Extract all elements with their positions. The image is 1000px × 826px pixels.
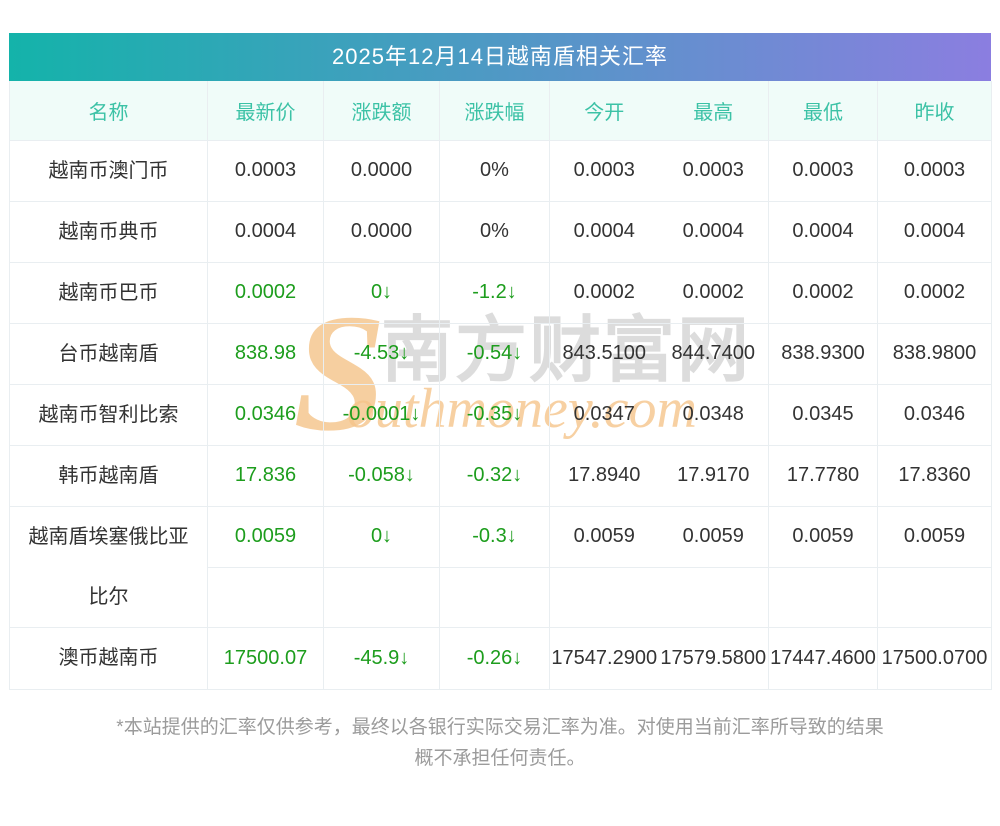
cell-high: 17.9170 bbox=[658, 445, 769, 507]
cell-name: 越南币澳门币 bbox=[9, 140, 208, 202]
cell-high: 0.0003 bbox=[658, 140, 769, 202]
cell-latest: 0.0003 bbox=[207, 140, 324, 202]
exchange-rate-page: 2025年12月14日越南盾相关汇率 S 南方财富网 outhmoney.com… bbox=[9, 33, 992, 774]
table-row: 越南盾埃塞俄比亚比尔 0.0059 0↓ -0.3↓ 0.0059 0.0059… bbox=[9, 506, 992, 628]
cell-high: 0.0004 bbox=[658, 201, 769, 263]
cell-latest: 0.0059 bbox=[207, 506, 324, 568]
cell-change: -4.53↓ bbox=[323, 323, 440, 385]
cell-low: 17447.4600 bbox=[768, 627, 878, 690]
cell-pct: -1.2↓ bbox=[439, 262, 550, 324]
cell-pct: -0.26↓ bbox=[439, 627, 550, 690]
table-row-spacer bbox=[10, 567, 992, 628]
cell-name: 韩币越南盾 bbox=[9, 445, 208, 507]
cell-name: 澳币越南币 bbox=[9, 627, 208, 690]
cell-latest: 838.98 bbox=[207, 323, 324, 385]
cell-high: 17579.5800 bbox=[658, 627, 769, 690]
cell-name: 越南盾埃塞俄比亚比尔 bbox=[9, 506, 208, 628]
cell-change: -0.058↓ bbox=[323, 445, 440, 507]
cell-open: 0.0059 bbox=[549, 506, 659, 568]
cell-low: 0.0004 bbox=[768, 201, 878, 263]
cell-name: 台币越南盾 bbox=[9, 323, 208, 385]
cell-latest: 0.0002 bbox=[207, 262, 324, 324]
cell-pct: -0.32↓ bbox=[439, 445, 550, 507]
cell-change: -0.0001↓ bbox=[323, 384, 440, 446]
col-header-pct: 涨跌幅 bbox=[439, 81, 550, 141]
cell-prev-close: 0.0346 bbox=[877, 384, 992, 446]
cell-low: 0.0002 bbox=[768, 262, 878, 324]
table-row: 澳币越南币 17500.07 -45.9↓ -0.26↓ 17547.2900 … bbox=[9, 627, 992, 690]
cell-low: 838.9300 bbox=[768, 323, 878, 385]
cell-open: 843.5100 bbox=[549, 323, 659, 385]
col-header-latest: 最新价 bbox=[207, 81, 324, 141]
cell-pct: 0% bbox=[439, 140, 550, 202]
col-header-prev-close: 昨收 bbox=[877, 81, 992, 141]
cell-empty bbox=[877, 567, 992, 628]
cell-open: 0.0004 bbox=[549, 201, 659, 263]
cell-high: 0.0348 bbox=[658, 384, 769, 446]
cell-open: 0.0003 bbox=[549, 140, 659, 202]
cell-open: 17.8940 bbox=[549, 445, 659, 507]
cell-prev-close: 0.0003 bbox=[877, 140, 992, 202]
cell-empty bbox=[549, 567, 659, 628]
cell-change: -45.9↓ bbox=[323, 627, 440, 690]
cell-empty bbox=[323, 567, 440, 628]
table-row: 台币越南盾 838.98 -4.53↓ -0.54↓ 843.5100 844.… bbox=[9, 323, 992, 385]
cell-empty bbox=[207, 567, 324, 628]
cell-open: 0.0002 bbox=[549, 262, 659, 324]
cell-change: 0.0000 bbox=[323, 201, 440, 263]
cell-high: 0.0059 bbox=[658, 506, 769, 568]
table-row: 越南币智利比索 0.0346 -0.0001↓ -0.35↓ 0.0347 0.… bbox=[9, 384, 992, 446]
cell-change: 0↓ bbox=[323, 262, 440, 324]
col-header-open: 今开 bbox=[549, 81, 659, 141]
table-row: 越南币澳门币 0.0003 0.0000 0% 0.0003 0.0003 0.… bbox=[9, 140, 992, 202]
cell-open: 0.0347 bbox=[549, 384, 659, 446]
cell-name: 越南币巴币 bbox=[9, 262, 208, 324]
cell-pct: 0% bbox=[439, 201, 550, 263]
cell-high: 844.7400 bbox=[658, 323, 769, 385]
col-header-name: 名称 bbox=[9, 81, 208, 141]
disclaimer: *本站提供的汇率仅供参考，最终以各银行实际交易汇率为准。对使用当前汇率所导致的结… bbox=[9, 712, 991, 774]
cell-empty bbox=[439, 567, 550, 628]
cell-prev-close: 838.9800 bbox=[877, 323, 992, 385]
cell-prev-close: 17500.0700 bbox=[877, 627, 992, 690]
cell-low: 17.7780 bbox=[768, 445, 878, 507]
page-title: 2025年12月14日越南盾相关汇率 bbox=[9, 33, 991, 81]
cell-low: 0.0345 bbox=[768, 384, 878, 446]
cell-pct: -0.3↓ bbox=[439, 506, 550, 568]
cell-change: 0.0000 bbox=[323, 140, 440, 202]
table-row: 韩币越南盾 17.836 -0.058↓ -0.32↓ 17.8940 17.9… bbox=[9, 445, 992, 507]
cell-open: 17547.2900 bbox=[549, 627, 659, 690]
cell-latest: 0.0004 bbox=[207, 201, 324, 263]
cell-pct: -0.35↓ bbox=[439, 384, 550, 446]
cell-latest: 17500.07 bbox=[207, 627, 324, 690]
cell-low: 0.0059 bbox=[768, 506, 878, 568]
cell-change: 0↓ bbox=[323, 506, 440, 568]
cell-latest: 0.0346 bbox=[207, 384, 324, 446]
cell-name: 越南币智利比索 bbox=[9, 384, 208, 446]
exchange-rate-table: 名称 最新价 涨跌额 涨跌幅 今开 最高 最低 昨收 越南币澳门币 0.0003… bbox=[9, 81, 992, 690]
table-row: 越南币典币 0.0004 0.0000 0% 0.0004 0.0004 0.0… bbox=[9, 201, 992, 263]
table-row: 越南币巴币 0.0002 0↓ -1.2↓ 0.0002 0.0002 0.00… bbox=[9, 262, 992, 324]
disclaimer-line-1: *本站提供的汇率仅供参考，最终以各银行实际交易汇率为准。对使用当前汇率所导致的结… bbox=[116, 716, 884, 738]
cell-prev-close: 0.0059 bbox=[877, 506, 992, 568]
header-row: 名称 最新价 涨跌额 涨跌幅 今开 最高 最低 昨收 bbox=[9, 81, 992, 141]
cell-prev-close: 0.0004 bbox=[877, 201, 992, 263]
cell-pct: -0.54↓ bbox=[439, 323, 550, 385]
cell-latest: 17.836 bbox=[207, 445, 324, 507]
disclaimer-line-2: 概不承担任何责任。 bbox=[414, 747, 586, 769]
col-header-low: 最低 bbox=[768, 81, 878, 141]
col-header-change: 涨跌额 bbox=[323, 81, 440, 141]
cell-prev-close: 0.0002 bbox=[877, 262, 992, 324]
cell-empty bbox=[658, 567, 769, 628]
cell-name: 越南币典币 bbox=[9, 201, 208, 263]
cell-high: 0.0002 bbox=[658, 262, 769, 324]
cell-prev-close: 17.8360 bbox=[877, 445, 992, 507]
col-header-high: 最高 bbox=[658, 81, 769, 141]
cell-empty bbox=[768, 567, 878, 628]
rate-table-wrap: S 南方财富网 outhmoney.com 名称 最新价 涨跌额 涨跌幅 今开 … bbox=[9, 81, 992, 690]
cell-low: 0.0003 bbox=[768, 140, 878, 202]
